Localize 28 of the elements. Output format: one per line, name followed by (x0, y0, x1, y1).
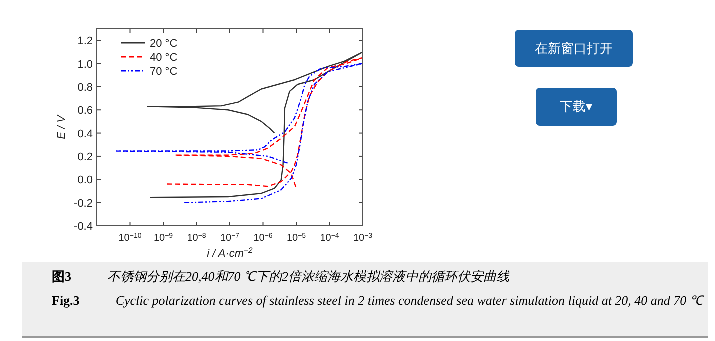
y-axis-title: E / V (56, 114, 68, 140)
y-tick-label: 1.0 (78, 58, 93, 71)
text: 在新窗口打开 (515, 30, 633, 67)
y-tick-label: 0.6 (78, 105, 93, 118)
y-tick-label: 0.4 (78, 128, 93, 140)
legend-label: 70 °C (150, 66, 178, 78)
x-tick-label: 10$^{−3}$ (353, 232, 373, 244)
x-axis-title: i / A·cm$^{−2}$ (207, 246, 254, 260)
legend-label: 20 °C (150, 38, 178, 50)
text: 下载▾ (536, 88, 617, 126)
y-tick-label: 1.2 (78, 36, 93, 48)
x-tick-label: 10$^{−7}$ (220, 232, 240, 244)
x-tick-label: 10$^{−5}$ (286, 232, 306, 244)
y-tick-label: 0.8 (78, 82, 93, 94)
legend-label: 40 °C (150, 52, 178, 64)
y-tick-label: -0.4 (74, 221, 93, 233)
caption: Fig.3 (52, 293, 80, 308)
x-tick-label: 10$^{−4}$ (320, 232, 340, 244)
caption: 图3 (52, 269, 72, 284)
x-tick-label: 10$^{−9}$ (154, 232, 174, 244)
y-tick-label: -0.2 (74, 198, 93, 210)
y-tick-label: 0.2 (78, 151, 93, 164)
text: 不锈钢分别在20,40和70 ℃下的2倍浓缩海水模拟溶液中的循环伏安曲线 (108, 269, 510, 284)
y-tick-label: 0.0 (78, 174, 93, 187)
x-tick-label: 10$^{−10}$ (118, 232, 142, 244)
text: Cyclic polarization curves of stainless steel in 2 times condensed sea water simulation liquid at 20, 40 and 70 ℃ (116, 293, 703, 308)
x-tick-label: 10$^{−8}$ (187, 232, 206, 244)
x-tick-label: 10$^{−6}$ (254, 232, 273, 244)
